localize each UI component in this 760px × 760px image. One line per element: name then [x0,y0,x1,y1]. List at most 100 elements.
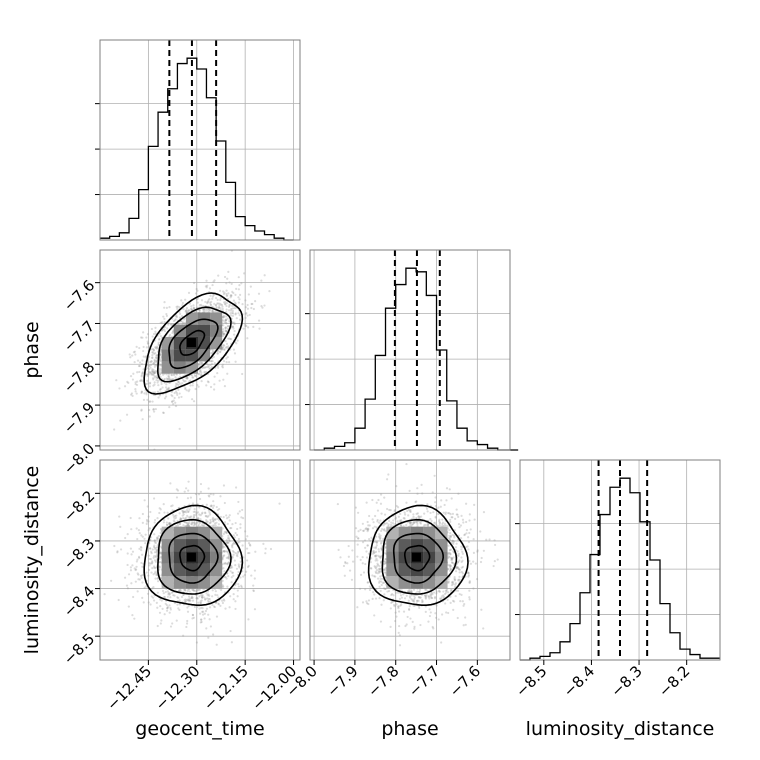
sample-point [222,378,225,381]
sample-point [228,514,231,517]
sample-point [170,591,173,594]
sample-point [168,522,171,525]
sample-point [160,380,163,384]
sample-point [215,505,218,509]
sample-point [247,293,250,296]
sample-point [172,399,175,402]
sample-point [231,546,234,549]
sample-point [263,274,266,277]
sample-point [235,317,238,320]
sample-point [223,521,227,524]
sample-point [165,604,169,607]
sample-point [141,521,144,524]
sample-point [171,622,174,625]
sample-point [434,496,437,499]
sample-point [182,378,185,382]
sample-point [175,524,178,528]
sample-point [146,382,149,385]
sample-point [203,596,206,599]
sample-point [153,352,156,355]
hist-panel-phase [305,249,519,451]
sample-point [188,508,191,511]
sample-point [145,391,148,394]
sample-point [136,359,140,362]
sample-point [155,538,158,541]
sample-point [373,614,376,617]
sample-point [187,390,190,393]
sample-point [231,571,234,574]
sample-point [211,516,215,519]
sample-point [235,533,239,537]
sample-point [170,322,173,326]
sample-point [165,306,168,309]
sample-point [198,521,201,525]
sample-point [143,499,146,502]
sample-point [119,548,123,551]
sample-point [158,566,161,569]
sample-point [183,521,186,524]
sample-point [204,598,207,601]
sample-point [160,599,163,602]
sample-point [182,380,186,383]
sample-point [223,530,226,534]
sample-point [169,596,172,599]
sample-point [367,599,371,602]
sample-point [204,370,208,373]
sample-point [156,390,160,393]
sample-point [145,336,148,339]
contour-0 [179,329,206,356]
sample-point [191,596,194,599]
sample-point [213,362,216,365]
contour-2 [156,306,232,383]
sample-point [193,521,196,524]
sample-point [247,551,250,555]
density-peak [186,338,196,348]
sample-point [125,584,129,587]
sample-point [171,591,174,594]
sample-point [253,608,257,611]
sample-point [165,383,168,386]
sample-point [215,306,218,309]
sample-point [156,536,159,539]
sample-point [193,605,196,609]
sample-point [184,380,187,383]
sample-point [233,536,236,539]
sample-point [176,383,179,386]
sample-point [187,599,190,602]
sample-point [146,340,149,343]
sample-point [413,596,416,599]
sample-point [186,524,189,527]
sample-point [238,541,241,544]
sample-point [205,607,209,610]
sample-point [151,400,154,403]
sample-point [138,517,141,520]
sample-point [201,595,204,598]
sample-point [152,370,155,374]
sample-point [156,624,159,628]
sample-point [168,381,171,385]
density-cell [173,539,186,552]
sample-point [222,332,225,335]
sample-point [201,610,205,613]
sample-point [457,523,461,526]
sample-point [133,567,136,570]
sample-point [195,597,198,600]
sample-point [181,382,184,385]
sample-point [150,359,153,363]
sample-point [149,510,152,514]
sample-point [185,508,189,512]
sample-point [156,376,159,379]
sample-point [240,282,243,285]
sample-point [152,565,156,568]
sample-point [230,526,233,530]
sample-point [217,306,221,309]
sample-point [195,512,198,515]
sample-point [156,536,159,539]
sample-point [460,570,463,574]
sample-point [260,304,263,308]
sample-point [244,316,247,319]
sample-point [248,543,252,546]
sample-point [224,607,227,610]
sample-point [225,357,228,360]
density-cell [197,336,211,350]
